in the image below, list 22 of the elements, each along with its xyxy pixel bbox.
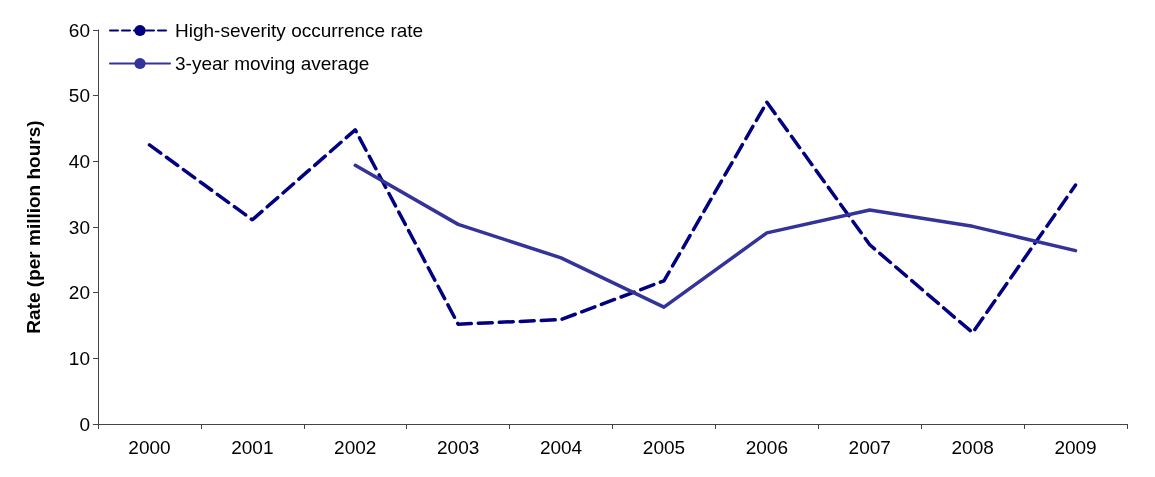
y-tick-label: 50 xyxy=(68,85,90,107)
x-tick-label: 2009 xyxy=(1054,437,1097,458)
x-tick-label: 2003 xyxy=(437,437,480,458)
x-tick-label: 2002 xyxy=(334,437,377,458)
y-tick-label: 40 xyxy=(68,150,90,172)
y-axis-title: Rate (per million hours) xyxy=(23,120,44,334)
legend-label: 3-year moving average xyxy=(175,53,370,74)
line-series xyxy=(353,163,1078,309)
line-series xyxy=(147,100,1078,335)
x-tick-label: 2005 xyxy=(642,437,686,458)
x-tick-label: 2000 xyxy=(128,437,171,458)
legend-label: High-severity occurrence rate xyxy=(175,20,424,41)
x-tick-label: 2004 xyxy=(539,437,583,458)
y-tick-label: 30 xyxy=(68,216,90,238)
x-tick-label: 2001 xyxy=(231,437,274,458)
x-tick-label: 2008 xyxy=(951,437,994,458)
y-tick-label: 20 xyxy=(68,282,90,304)
y-tick-label: 0 xyxy=(79,413,90,435)
y-tick-label: 60 xyxy=(68,19,90,41)
x-tick-label: 2007 xyxy=(848,437,891,458)
x-tick-label: 2006 xyxy=(745,437,788,458)
y-tick-label: 10 xyxy=(68,347,90,369)
